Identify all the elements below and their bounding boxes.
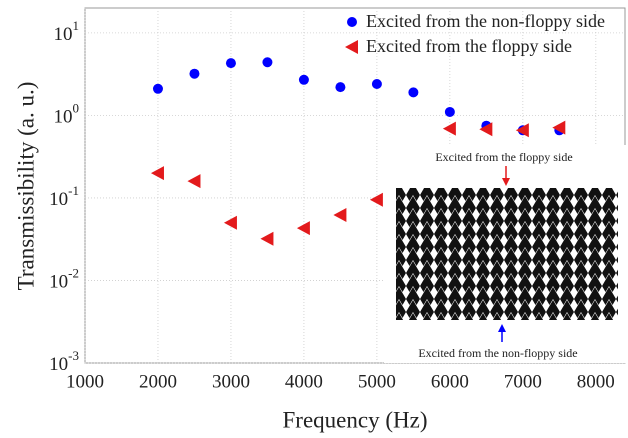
x-tick-label: 1000: [66, 371, 104, 392]
point: [187, 174, 201, 189]
inset-label: Excited from the non-floppy side: [418, 346, 577, 360]
point: [333, 208, 347, 223]
legend: Excited from the non-floppy side Excited …: [345, 11, 605, 56]
lattice: [396, 188, 618, 320]
point: [515, 123, 529, 138]
x-tick-label: 6000: [431, 371, 469, 392]
grid: 1000 2000 3000 4000 5000 6000 7000 8000 10-3 10-2…: [49, 8, 625, 392]
point: [444, 106, 455, 117]
y-axis-label: Transmissibility (a. u.): [13, 82, 38, 291]
inset: Excited from the floppy side Excited fro…: [384, 145, 626, 363]
point: [479, 122, 493, 137]
x-tick-label: 4000: [285, 371, 323, 392]
point: [408, 87, 419, 98]
x-tick-label: 2000: [139, 371, 177, 392]
x-axis-label: Frequency (Hz): [283, 407, 428, 432]
point: [262, 57, 273, 68]
y-tick-label: 10-3: [49, 348, 79, 375]
y-tick-label: 10-1: [49, 183, 79, 210]
y-tick-label: 101: [54, 18, 80, 45]
x-tick-label: 7000: [504, 371, 542, 392]
point: [296, 221, 310, 236]
legend-label: Excited from the floppy side: [366, 36, 572, 56]
legend-marker: [347, 17, 357, 27]
point: [152, 83, 163, 94]
point: [442, 121, 456, 136]
arrow-head: [502, 178, 510, 186]
point: [371, 79, 382, 90]
y-tick-label: 10-2: [49, 265, 79, 292]
marks: [150, 57, 566, 246]
arrow-head: [498, 324, 506, 332]
point: [189, 68, 200, 79]
x-tick-label: 3000: [212, 371, 250, 392]
point: [260, 231, 274, 246]
inset-label: Excited from the floppy side: [435, 150, 572, 164]
point: [223, 215, 237, 230]
point: [150, 166, 164, 181]
point: [335, 82, 346, 93]
legend-label: Excited from the non-floppy side: [366, 11, 605, 31]
x-tick-label: 5000: [358, 371, 396, 392]
point: [552, 120, 566, 135]
point: [298, 74, 309, 85]
point: [369, 192, 383, 207]
x-tick-label: 8000: [577, 371, 615, 392]
legend-marker: [345, 40, 358, 54]
y-tick-label: 100: [54, 100, 80, 127]
point: [225, 58, 236, 69]
